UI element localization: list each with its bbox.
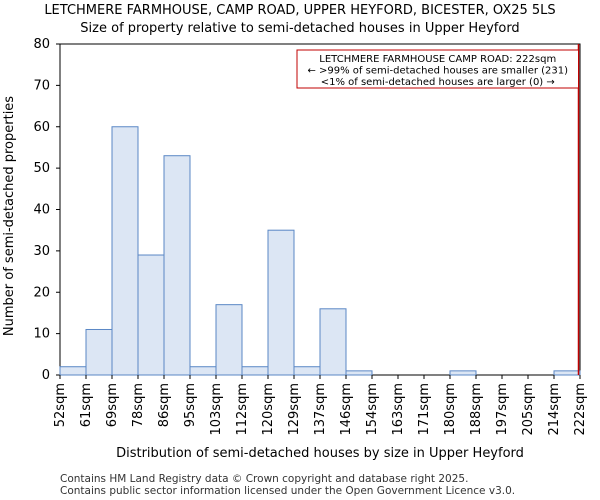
histogram-bar [163, 155, 191, 376]
x-tick-label: 129sqm [287, 383, 302, 436]
annotation-box [296, 49, 579, 89]
x-tick-label: 214sqm [547, 383, 562, 436]
y-tick-label: 20 [33, 285, 50, 300]
histogram-bar [345, 370, 373, 376]
x-tick-label: 137sqm [313, 383, 328, 436]
x-tick-label: 69sqm [105, 383, 120, 427]
x-tick-label: 103sqm [209, 383, 224, 436]
x-tick-label: 180sqm [443, 383, 458, 436]
x-tick-label: 86sqm [157, 383, 172, 427]
y-tick-label: 80 [33, 37, 50, 52]
x-axis-label: Distribution of semi-detached houses by … [116, 446, 524, 461]
histogram-bar [449, 370, 477, 376]
histogram-bar [267, 229, 295, 376]
x-tick-label: 146sqm [339, 383, 354, 436]
y-tick-label: 60 [33, 120, 50, 135]
annotation-line: LETCHMERE FARMHOUSE CAMP ROAD: 222sqm [319, 54, 556, 65]
y-axis-label: Number of semi-detached properties [2, 96, 17, 336]
chart-title-line-2: Size of property relative to semi-detach… [80, 21, 519, 36]
footer-line-2: Contains public sector information licen… [60, 485, 515, 497]
histogram-bar [215, 304, 243, 376]
y-tick-label: 0 [42, 368, 50, 383]
x-tick-label: 222sqm [573, 383, 588, 436]
footer-line-1: Contains HM Land Registry data © Crown c… [60, 473, 468, 485]
y-tick-label: 10 [33, 327, 50, 342]
histogram-bar [553, 370, 581, 376]
annotation-line: <1% of semi-detached houses are larger (… [321, 77, 555, 88]
x-tick-label: 120sqm [261, 383, 276, 436]
histogram-bar [319, 308, 347, 376]
x-tick-label: 95sqm [183, 383, 198, 427]
x-tick-label: 163sqm [391, 383, 406, 436]
annotation-line: ← >99% of semi-detached houses are small… [307, 66, 568, 77]
x-tick-label: 52sqm [53, 383, 68, 427]
x-tick-label: 78sqm [131, 383, 146, 427]
y-tick-label: 30 [33, 244, 50, 259]
histogram-bar [293, 366, 321, 376]
plot-area: 0 10 20 30 40 50 60 70 80 52sqm 61sqm 69sqm 78sqm 86s… [33, 37, 588, 436]
histogram-bar [137, 254, 165, 376]
histogram-bar [241, 366, 269, 376]
histogram-bar [111, 126, 139, 376]
histogram-bar [59, 366, 87, 376]
x-tick-label: 197sqm [495, 383, 510, 436]
x-tick-label: 154sqm [365, 383, 380, 436]
y-tick-label: 50 [33, 161, 50, 176]
histogram-bar [85, 328, 113, 376]
x-tick-label: 61sqm [79, 383, 94, 427]
x-tick-label: 205sqm [521, 383, 536, 436]
y-tick-label: 70 [33, 78, 50, 93]
chart-title-line-1: LETCHMERE FARMHOUSE, CAMP ROAD, UPPER HE… [44, 3, 555, 18]
y-tick-label: 40 [33, 203, 50, 218]
x-tick-label: 188sqm [469, 383, 484, 436]
histogram-bar [189, 366, 217, 376]
x-tick-label: 171sqm [417, 383, 432, 436]
x-tick-label: 112sqm [235, 383, 250, 436]
